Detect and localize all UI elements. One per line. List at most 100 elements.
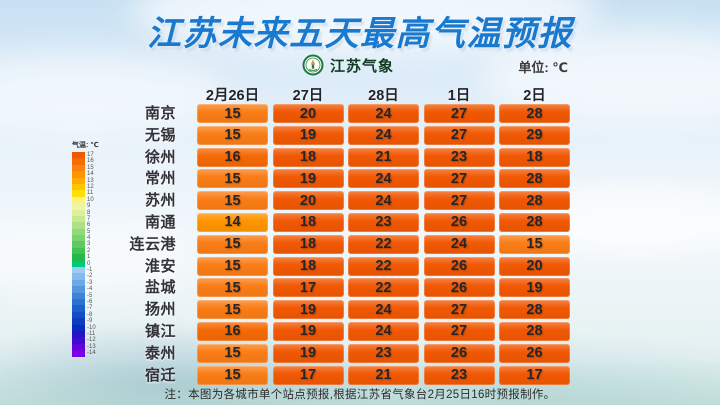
legend-swatch [72,247,85,255]
temp-cell: 15 [197,191,268,211]
temp-cell: 26 [423,343,495,363]
temp-cell: 22 [348,278,419,298]
date-header: 27日 [292,88,324,104]
temp-cell: 28 [499,191,570,211]
legend-swatch [72,318,85,325]
legend-step: -2 [72,273,99,280]
city-label: 宿迁 [144,366,176,384]
temp-cell: 15 [197,125,268,145]
temp-cell: 27 [423,169,495,189]
temp-cell: 19 [499,278,570,298]
legend-step: 11 [72,190,99,197]
legend-tick-label: -7 [87,305,93,312]
legend-step: 14 [72,171,99,178]
legend-tick-label: 13 [87,177,94,184]
legend-swatch [72,228,85,236]
temp-cell: 28 [499,104,570,123]
city-label: 无锡 [144,126,176,144]
logo-text: 江苏气象 [329,57,394,75]
temp-cell: 24 [423,234,495,254]
legend-swatch [72,279,85,287]
cloud-decoration [0,225,200,295]
city-label: 泰州 [144,344,176,362]
legend-swatch [72,267,85,274]
legend-swatch [72,286,85,293]
temp-cell: 23 [348,212,419,232]
city-label: 连云港 [129,235,176,253]
legend-step: 5 [72,228,99,236]
cloud-decoration [0,55,230,135]
jiangsu-weather-logo-icon [302,54,324,76]
legend-step: 0 [72,260,99,268]
temp-cell: 27 [423,321,495,341]
temp-cell: 24 [348,191,419,211]
legend-tick-label: 12 [87,183,94,190]
legend-tick-label: 14 [87,171,94,178]
legend-swatch [72,158,85,165]
temp-cell: 20 [499,256,570,276]
legend-step: -14 [72,350,99,357]
legend-tick-label: 10 [87,196,94,203]
legend-tick-label: -12 [87,337,96,344]
temp-cell: 23 [423,147,495,167]
legend-swatch [72,330,85,338]
legend-tick-label: -8 [87,311,93,318]
legend-step: 4 [72,235,99,242]
legend-swatch [72,190,85,197]
temp-cell: 27 [423,125,495,145]
legend-step: -13 [72,343,99,351]
temp-cell: 23 [348,343,419,363]
city-label: 镇江 [144,322,176,340]
page-title: 江苏未来五天最高气温预报 [147,15,573,53]
temperature-grid: 15 20 24 27 28 15 19 24 27 29 16 18 21 23 18 15 19 24 27 28… [197,104,570,385]
temp-cell: 15 [197,234,268,254]
legend-step: 10 [72,196,99,204]
temp-cell: 15 [197,343,268,363]
temp-cell: 23 [423,365,495,385]
legend-step: 17 [72,152,99,159]
legend-step: 6 [72,222,99,229]
legend-tick-label: 9 [87,203,91,210]
legend-step: -12 [72,337,99,344]
legend-step: 15 [72,164,99,172]
legend-swatch [72,209,85,216]
temp-cell: 19 [272,125,344,145]
temp-cell: 26 [423,212,495,232]
legend-swatch [72,292,85,299]
legend-tick-label: -4 [87,286,93,293]
date-header: 1日 [447,88,471,104]
legend-swatch [72,235,85,242]
legend-tick-label: 1 [87,254,91,261]
temp-cell: 24 [348,125,419,145]
legend-swatch [72,177,85,184]
temp-cell: 28 [499,169,570,189]
legend-swatch [72,164,85,172]
legend-tick-label: -9 [87,318,93,325]
legend-tick-label: 15 [87,164,94,171]
legend-tick-label: -13 [87,343,96,350]
legend-swatch [72,343,85,351]
legend-step: -8 [72,311,99,319]
temp-cell: 24 [348,300,419,320]
legend-tick-label: 6 [87,222,91,229]
legend-swatch [72,254,85,261]
temp-cell: 15 [197,300,268,320]
legend-tick-label: 0 [87,260,91,267]
temp-cell: 22 [348,234,419,254]
temp-cell: 15 [499,234,570,254]
legend-swatch [72,324,85,331]
temp-cell: 17 [499,365,570,385]
temp-cell: 29 [499,125,570,145]
temp-cell: 19 [272,343,344,363]
legend-step: -5 [72,292,99,299]
legend-tick-label: 3 [87,241,91,248]
legend-tick-label: -2 [87,273,93,280]
legend-step: 8 [72,209,99,216]
unit-label: 单位: ℃ [518,60,568,75]
temp-cell: 16 [197,321,268,341]
legend-tick-label: 8 [87,209,91,216]
legend-swatch [72,152,85,159]
temp-cell: 18 [272,256,344,276]
legend-swatch [72,196,85,204]
legend-tick-label: -14 [87,350,96,357]
